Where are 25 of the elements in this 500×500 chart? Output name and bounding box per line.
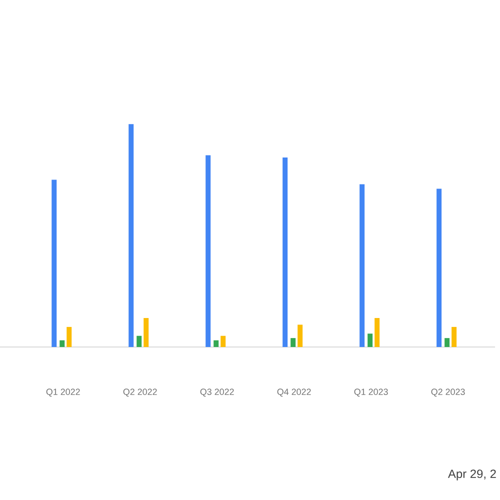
bar [66, 326, 72, 347]
bar [214, 340, 219, 347]
bar [136, 336, 142, 347]
bar [206, 155, 211, 347]
bar [444, 338, 450, 347]
text: Apr 29, 2 [448, 470, 496, 480]
bar [298, 324, 303, 347]
bar [282, 158, 288, 347]
bar [128, 124, 134, 347]
bar [290, 338, 296, 347]
bar [374, 318, 380, 347]
bar [52, 180, 57, 347]
bar [144, 318, 149, 347]
x-tick-label: Q1 2023 [354, 388, 388, 397]
bar [436, 188, 442, 347]
bar [60, 340, 65, 347]
x-tick-label: Q1 2022 [46, 388, 80, 397]
x-tick-label: Q2 2023 [431, 388, 465, 397]
bar [452, 326, 457, 347]
x-tick-label: Q4 2022 [277, 388, 311, 397]
x-tick-label: Q2 2022 [123, 388, 157, 397]
bar [220, 336, 226, 347]
bar [368, 334, 373, 347]
bar [360, 184, 365, 347]
x-tick-label: Q3 2022 [200, 388, 234, 397]
